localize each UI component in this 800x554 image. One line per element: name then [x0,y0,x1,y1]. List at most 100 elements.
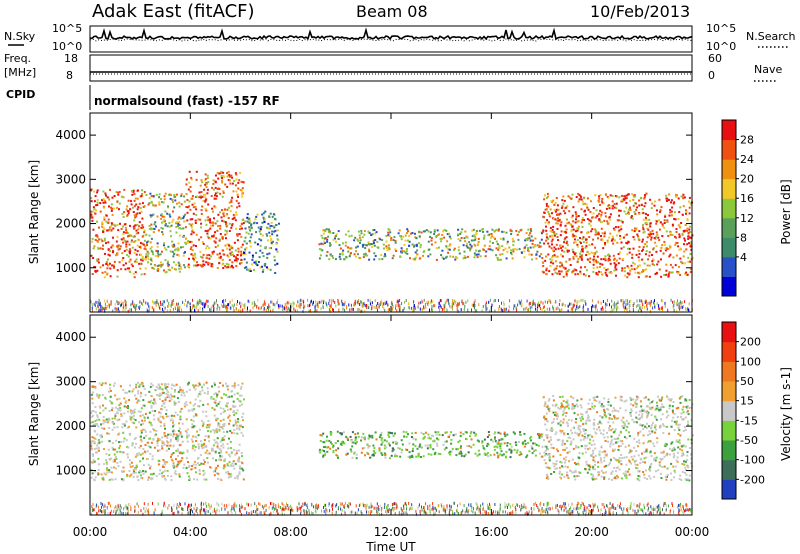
scatter-cell [325,254,328,257]
scatter-cell [373,258,376,261]
scatter-cell [194,388,197,391]
scatter-cell [192,426,195,429]
scatter-cell [562,195,565,198]
ground-clutter-cell [579,305,581,309]
colorbar-tick-label: 8 [740,231,747,244]
ground-clutter-cell [430,301,432,305]
ground-clutter-cell [194,304,196,308]
scatter-cell [261,213,264,216]
scatter-cell [273,255,276,258]
scatter-cell [94,476,97,479]
scatter-cell [235,427,238,430]
scatter-cell [145,233,148,236]
scatter-cell [633,194,636,197]
scatter-cell [102,206,105,209]
scatter-cell [618,214,621,217]
ground-clutter-cell [660,299,662,302]
scatter-cell [509,456,512,459]
scatter-cell [371,434,374,437]
scatter-cell [332,444,335,447]
scatter-cell [383,447,386,450]
scatter-cell [177,217,180,220]
scatter-cell [565,260,568,263]
ground-clutter-cell [493,299,495,303]
scatter-cell [177,437,180,440]
scatter-cell [320,242,323,245]
ground-clutter-cell [399,299,401,302]
scatter-cell [668,214,671,217]
scatter-cell [627,247,630,250]
power-heatmap [90,170,694,313]
scatter-cell [138,385,141,388]
scatter-cell [474,434,477,437]
scatter-cell [202,260,205,263]
scatter-cell [392,448,395,451]
scatter-cell [449,243,452,246]
ground-clutter-cell [189,302,191,306]
scatter-cell [575,215,578,218]
scatter-cell [250,233,253,236]
scatter-cell [218,458,221,461]
ground-clutter-cell [148,304,150,308]
scatter-cell [177,450,180,453]
scatter-cell [674,243,677,246]
scatter-cell [172,421,174,424]
scatter-cell [669,208,672,211]
scatter-cell [584,246,587,249]
scatter-cell [613,257,616,260]
scatter-cell [642,246,645,249]
scatter-cell [215,466,218,469]
scatter-cell [122,237,125,240]
scatter-cell [503,431,506,434]
scatter-cell [235,211,238,214]
scatter-cell [395,250,398,252]
scatter-cell [628,251,631,254]
scatter-cell [427,437,430,440]
scatter-cell [604,242,606,244]
scatter-cell [331,255,334,257]
ground-clutter-cell [413,303,415,307]
scatter-cell [457,233,460,236]
scatter-cell [265,233,268,235]
scatter-cell [388,228,391,231]
ground-clutter-cell [681,301,683,305]
scatter-cell [218,239,221,242]
scatter-cell [150,223,153,226]
scatter-cell [399,235,402,237]
scatter-cell [510,448,513,451]
scatter-cell [448,235,451,238]
scatter-cell [114,448,117,451]
scatter-cell [164,478,167,481]
scatter-cell [253,222,255,225]
scatter-cell [90,200,93,203]
scatter-cell [219,224,222,227]
scatter-cell [130,200,133,203]
scatter-cell [220,396,223,399]
ground-clutter-cell [391,307,393,311]
scatter-cell [398,447,401,450]
scatter-cell [164,398,167,401]
scatter-cell [436,444,439,447]
scatter-cell [525,238,528,240]
ground-clutter-cell [93,302,95,306]
scatter-cell [274,263,277,266]
scatter-cell [108,409,111,412]
scatter-cell [150,405,153,407]
scatter-cell [139,207,142,210]
scatter-cell [145,248,147,251]
scatter-cell [541,433,544,436]
scatter-cell [177,249,180,252]
scatter-cell [142,243,145,246]
scatter-cell [677,197,680,200]
scatter-cell [322,232,325,235]
scatter-cell [199,428,201,431]
scatter-cell [197,462,200,465]
ground-clutter-cell [529,306,531,310]
ground-clutter-cell [684,300,686,304]
ground-clutter-cell [408,306,410,310]
scatter-cell [190,226,193,229]
ground-clutter-cell [570,302,572,306]
ground-clutter-cell [142,302,143,306]
scatter-cell [550,200,553,203]
scatter-cell [690,248,693,251]
